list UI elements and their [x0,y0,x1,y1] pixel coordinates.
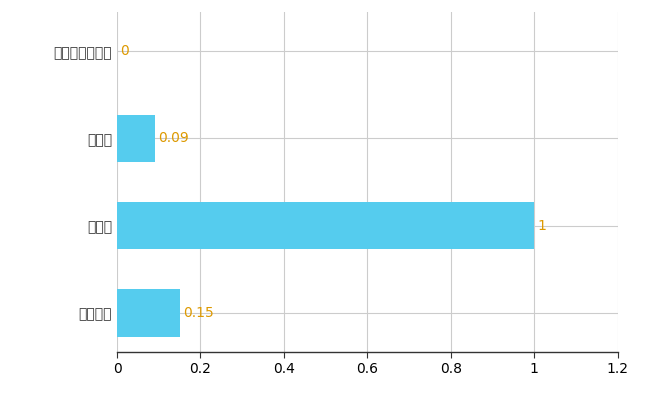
Text: 0: 0 [120,44,129,58]
Bar [117,114,155,162]
Text: 0.15: 0.15 [183,306,214,320]
Text: 1: 1 [538,218,546,232]
Bar [117,289,179,336]
Bar [117,202,534,250]
Text: 0.09: 0.09 [158,132,188,146]
